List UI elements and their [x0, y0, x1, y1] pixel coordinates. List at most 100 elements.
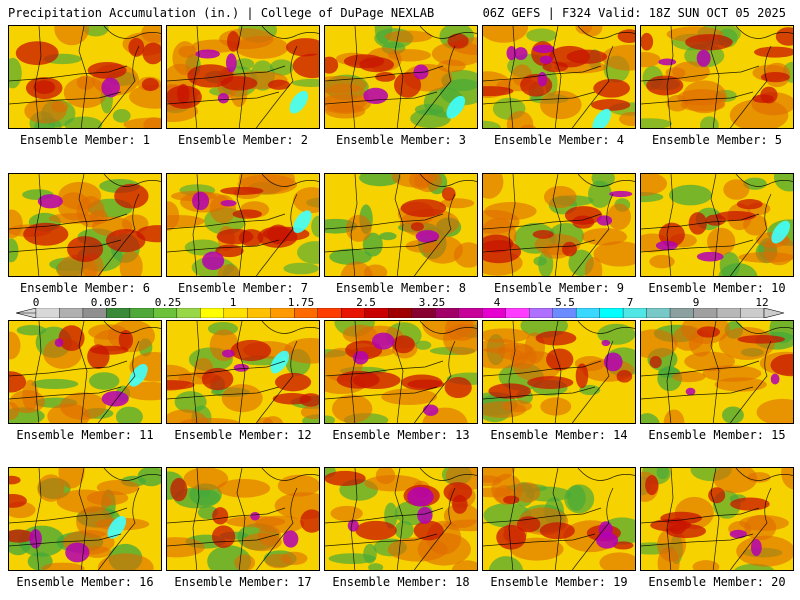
- colorbar-segment: [505, 308, 530, 318]
- ensemble-member-map: [640, 320, 794, 424]
- ensemble-member-label: Ensemble Member: 12: [174, 428, 312, 442]
- model-valid-time: 06Z GEFS | F324 Valid: 18Z SUN OCT 05 20…: [482, 6, 786, 20]
- colorbar-segment: [669, 308, 694, 318]
- ensemble-member-label: Ensemble Member: 2: [177, 133, 309, 147]
- colorbar-segment: [599, 308, 624, 318]
- colorbar-tick-label: 3.25: [418, 296, 446, 309]
- ensemble-member-label: Ensemble Member: 13: [332, 428, 470, 442]
- precip-field-map: [325, 321, 477, 423]
- ensemble-member-label: Ensemble Member: 3: [335, 133, 467, 147]
- ensemble-member-map: [324, 467, 478, 571]
- ensemble-member-map: [324, 320, 478, 424]
- colorbar-segment: [482, 308, 506, 318]
- ensemble-member-label: Ensemble Member: 8: [335, 281, 467, 295]
- colorbar-segment: [716, 308, 741, 318]
- colorbar-tick-label: 0.05: [90, 296, 118, 309]
- precip-field-map: [483, 174, 635, 276]
- colorbar-tick-label: 4: [493, 296, 501, 309]
- colorbar-segment: [294, 308, 318, 318]
- colorbar-tick-label: 1.75: [287, 296, 315, 309]
- ensemble-member-label: Ensemble Member: 10: [648, 281, 786, 295]
- ensemble-member-map: [482, 467, 636, 571]
- precip-field-map: [167, 174, 319, 276]
- colorbar-segment: [458, 308, 483, 318]
- colorbar-segment: [622, 308, 647, 318]
- map-title: Precipitation Accumulation (in.) | Colle…: [8, 6, 435, 20]
- precip-field-map: [641, 26, 793, 128]
- colorbar-segment: [59, 308, 84, 318]
- colorbar-segment: [200, 308, 225, 318]
- colorbar-segment: [388, 308, 412, 318]
- colorbar-tick-label: 9: [692, 296, 700, 309]
- ensemble-member-map: [166, 173, 320, 277]
- ensemble-member-label: Ensemble Member: 9: [493, 281, 625, 295]
- colorbar-segment: [575, 308, 600, 318]
- colorbar-segment: [693, 308, 718, 318]
- ensemble-member-map: [640, 25, 794, 129]
- colorbar-segment: [153, 308, 178, 318]
- colorbar-segment: [106, 308, 131, 318]
- colorbar-segment: [176, 308, 201, 318]
- precip-field-map: [641, 321, 793, 423]
- ensemble-member-map: [8, 467, 162, 571]
- precip-field-map: [167, 321, 319, 423]
- precip-field-map: [483, 26, 635, 128]
- colorbar-segment: [247, 308, 271, 318]
- colorbar-segment: [364, 308, 389, 318]
- ensemble-member-map: [166, 320, 320, 424]
- colorbar-segment: [317, 308, 342, 318]
- colorbar-tick-label: 0.25: [154, 296, 182, 309]
- precip-field-map: [325, 174, 477, 276]
- ensemble-member-map: [482, 25, 636, 129]
- precip-field-map: [483, 321, 635, 423]
- ensemble-member-map: [640, 173, 794, 277]
- colorbar-segment: [35, 308, 60, 318]
- ensemble-member-map: [8, 25, 162, 129]
- ensemble-member-map: [324, 25, 478, 129]
- colorbar-segment: [82, 308, 107, 318]
- ensemble-member-map: [640, 467, 794, 571]
- precip-field-map: [9, 26, 161, 128]
- ensemble-member-label: Ensemble Member: 14: [490, 428, 628, 442]
- colorbar-tick-label: 5.5: [555, 296, 575, 309]
- ensemble-member-label: Ensemble Member: 17: [174, 575, 312, 589]
- ensemble-member-map: [482, 173, 636, 277]
- colorbar-left-arrow: [15, 308, 37, 318]
- ensemble-member-label: Ensemble Member: 20: [648, 575, 786, 589]
- colorbar-segment: [646, 308, 671, 318]
- ensemble-member-label: Ensemble Member: 7: [177, 281, 309, 295]
- colorbar-segment: [552, 308, 577, 318]
- colorbar-tick-label: 12: [755, 296, 769, 309]
- ensemble-member-label: Ensemble Member: 18: [332, 575, 470, 589]
- colorbar-segment: [411, 308, 436, 318]
- colorbar-segment: [740, 308, 765, 318]
- ensemble-member-map: [8, 173, 162, 277]
- ensemble-member-label: Ensemble Member: 11: [16, 428, 154, 442]
- ensemble-member-map: [324, 173, 478, 277]
- precip-field-map: [325, 26, 477, 128]
- ensemble-member-label: Ensemble Member: 15: [648, 428, 786, 442]
- colorbar-segment: [223, 308, 248, 318]
- ensemble-member-map: [8, 320, 162, 424]
- ensemble-member-map: [482, 320, 636, 424]
- colorbar-segment: [270, 308, 295, 318]
- precip-field-map: [641, 174, 793, 276]
- ensemble-member-label: Ensemble Member: 6: [19, 281, 151, 295]
- precip-field-map: [9, 174, 161, 276]
- precip-field-map: [325, 468, 477, 570]
- colorbar-tick-label: 7: [626, 296, 634, 309]
- precip-field-map: [167, 26, 319, 128]
- ensemble-member-label: Ensemble Member: 4: [493, 133, 625, 147]
- ensemble-member-label: Ensemble Member: 1: [19, 133, 151, 147]
- colorbar-tick-label: 1: [229, 296, 237, 309]
- ensemble-member-map: [166, 467, 320, 571]
- precip-field-map: [9, 468, 161, 570]
- ensemble-member-map: [166, 25, 320, 129]
- colorbar-segment: [129, 308, 154, 318]
- ensemble-member-label: Ensemble Member: 19: [490, 575, 628, 589]
- colorbar-segment: [529, 308, 553, 318]
- precip-field-map: [167, 468, 319, 570]
- ensemble-member-label: Ensemble Member: 5: [651, 133, 783, 147]
- colorbar-tick-label: 0: [32, 296, 40, 309]
- colorbar: 0 0.05 0.25 1 1.75 2.5 3.25 4 5.5 7 9 12: [0, 296, 800, 320]
